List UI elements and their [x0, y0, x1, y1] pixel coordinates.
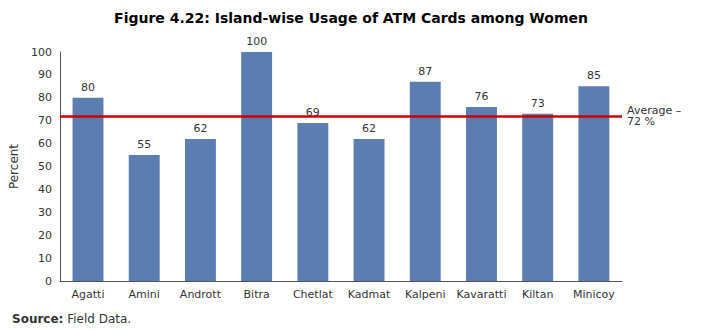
- svg-text:76: 76: [474, 90, 488, 103]
- svg-text:55: 55: [137, 138, 151, 151]
- svg-text:62: 62: [362, 122, 376, 135]
- svg-text:Figure 4.22: Island-wise Usage: Figure 4.22: Island-wise Usage of ATM Ca…: [114, 10, 588, 26]
- svg-text:Kiltan: Kiltan: [522, 288, 553, 301]
- svg-text:40: 40: [38, 183, 52, 196]
- svg-text:72 %: 72 %: [627, 115, 655, 128]
- svg-text:Minicoy: Minicoy: [573, 288, 615, 301]
- svg-text:Percent: Percent: [7, 144, 21, 189]
- svg-text:100: 100: [246, 35, 267, 48]
- svg-text:Chetlat: Chetlat: [293, 288, 334, 301]
- svg-text:Kavaratti: Kavaratti: [456, 288, 506, 301]
- svg-text:0: 0: [45, 275, 52, 288]
- svg-text:Field Data.: Field Data.: [63, 312, 131, 326]
- svg-text:70: 70: [38, 114, 52, 127]
- svg-text:10: 10: [38, 252, 52, 265]
- svg-text:20: 20: [38, 229, 52, 242]
- svg-text:Bitra: Bitra: [244, 288, 270, 301]
- svg-text:Amini: Amini: [129, 288, 160, 301]
- svg-text:100: 100: [31, 46, 52, 59]
- svg-text:80: 80: [81, 81, 95, 94]
- svg-text:69: 69: [305, 106, 320, 119]
- svg-text:80: 80: [38, 91, 52, 104]
- svg-text:Andrott: Andrott: [180, 288, 222, 301]
- svg-text:90: 90: [38, 68, 52, 81]
- svg-text:30: 30: [38, 206, 52, 219]
- svg-text:50: 50: [38, 160, 52, 173]
- svg-text:Kalpeni: Kalpeni: [405, 288, 446, 301]
- svg-text:73: 73: [531, 97, 545, 110]
- svg-text:60: 60: [38, 137, 52, 150]
- svg-text:Source:: Source:: [12, 312, 63, 326]
- svg-text:62: 62: [193, 122, 207, 135]
- svg-text:Average –: Average –: [627, 104, 682, 118]
- svg-text:Kadmat: Kadmat: [348, 288, 391, 301]
- svg-text:Agatti: Agatti: [72, 288, 105, 301]
- svg-text:87: 87: [418, 65, 432, 78]
- svg-text:85: 85: [587, 69, 601, 82]
